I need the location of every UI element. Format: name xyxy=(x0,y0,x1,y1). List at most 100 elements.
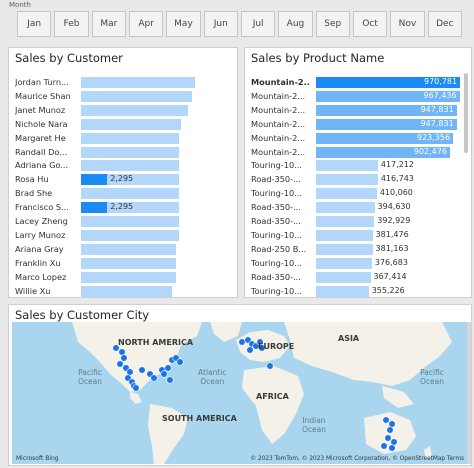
product-sales-bar[interactable] xyxy=(316,174,378,186)
product-sales-bar[interactable] xyxy=(316,216,375,227)
customer-highlight-bar[interactable] xyxy=(81,202,108,214)
customer-bar-row[interactable]: Randall Do... xyxy=(15,146,230,160)
month-button-apr[interactable]: Apr xyxy=(128,11,164,37)
month-button-jan[interactable]: Jan xyxy=(17,11,52,37)
city-sales-point[interactable] xyxy=(388,420,396,428)
product-sales-bar[interactable] xyxy=(316,188,377,200)
product-sales-bar[interactable] xyxy=(316,132,453,144)
customer-bar-row[interactable]: Rosa Hu 2,295 xyxy=(15,173,230,187)
customer-bar-row[interactable]: Willie Xu xyxy=(15,285,230,299)
product-bar-row[interactable]: Road-350-... 392,929 xyxy=(251,215,463,229)
month-button-dec[interactable]: Dec xyxy=(427,11,462,37)
customer-sales-bar[interactable] xyxy=(81,243,176,255)
product-bar-row[interactable]: Mountain-2... 947,831 xyxy=(251,118,463,132)
product-bar-row[interactable]: Mountain-2... 967,436 xyxy=(251,90,463,104)
customer-bar-row[interactable]: Marco Lopez xyxy=(15,271,230,285)
customer-sales-bar[interactable] xyxy=(81,132,180,144)
product-bar-row[interactable]: Touring-10... 376,683 xyxy=(251,257,463,271)
customer-bar-row[interactable]: Francisco S... 2,295 xyxy=(15,201,230,215)
customer-sales-bar[interactable] xyxy=(81,174,180,186)
product-bar-row[interactable]: Mountain-2... 902,476 xyxy=(251,146,463,160)
month-button-feb[interactable]: Feb xyxy=(54,11,89,37)
city-sales-point[interactable] xyxy=(150,374,158,382)
city-sales-point[interactable] xyxy=(238,338,246,346)
city-sales-point[interactable] xyxy=(164,364,172,372)
month-button-mar[interactable]: Mar xyxy=(91,11,126,37)
customer-bar-row[interactable]: Nichole Nara xyxy=(15,118,230,132)
product-sales-bar[interactable] xyxy=(316,118,457,130)
customer-bar-row[interactable]: Larry Munoz xyxy=(15,229,230,243)
city-sales-point[interactable] xyxy=(160,370,168,378)
city-sales-point[interactable] xyxy=(258,344,266,352)
product-bar-row[interactable]: Road-250 B... 381,163 xyxy=(251,243,463,257)
customer-bar-row[interactable]: Brad She xyxy=(15,187,230,201)
city-sales-point[interactable] xyxy=(390,438,398,446)
product-bar-row[interactable]: Mountain-2... 947,831 xyxy=(251,104,463,118)
product-sales-bar[interactable] xyxy=(316,104,457,116)
city-sales-point[interactable] xyxy=(118,348,126,356)
city-sales-point[interactable] xyxy=(246,346,254,354)
customer-bar-row[interactable]: Adriana Go... xyxy=(15,159,230,173)
customer-sales-bar[interactable] xyxy=(81,216,180,227)
product-sales-bar[interactable] xyxy=(316,160,378,172)
map-attribution[interactable]: © 2023 TomTom, © 2023 Microsoft Corporat… xyxy=(250,456,464,462)
month-button-jun[interactable]: Jun xyxy=(203,11,238,37)
customer-bar-row[interactable]: Lacey Zheng xyxy=(15,215,230,229)
customer-sales-bar[interactable] xyxy=(81,77,195,88)
product-bar-row[interactable]: Mountain-2... 970,781 xyxy=(251,76,463,90)
city-sales-point[interactable] xyxy=(112,344,120,352)
customer-bar-row[interactable]: Ariana Gray xyxy=(15,243,230,257)
city-sales-point[interactable] xyxy=(120,354,128,362)
product-bar-row[interactable]: Touring-10... 355,226 xyxy=(251,285,463,299)
product-bar-row[interactable]: Touring-10... 410,060 xyxy=(251,187,463,201)
product-sales-bar[interactable] xyxy=(316,146,450,158)
month-button-sep[interactable]: Sep xyxy=(315,11,350,37)
product-sales-bar[interactable] xyxy=(316,90,460,102)
city-sales-point[interactable] xyxy=(266,362,274,370)
customer-bar-row[interactable]: Jordan Turn... xyxy=(15,76,230,90)
product-bar-row[interactable]: Touring-10... 381,476 xyxy=(251,229,463,243)
customer-bar-row[interactable]: Franklin Xu xyxy=(15,257,230,271)
city-sales-point[interactable] xyxy=(132,384,140,392)
city-sales-point[interactable] xyxy=(138,366,146,374)
city-sales-point[interactable] xyxy=(382,416,390,424)
product-bar-row[interactable]: Road-350-... 367,414 xyxy=(251,271,463,285)
month-button-may[interactable]: May xyxy=(166,11,201,37)
customer-sales-bar[interactable] xyxy=(81,271,176,283)
product-bar-row[interactable]: Touring-10... 417,212 xyxy=(251,159,463,173)
customer-highlight-bar[interactable] xyxy=(81,174,108,186)
customer-sales-bar[interactable] xyxy=(81,202,180,214)
customer-sales-bar[interactable] xyxy=(81,229,180,241)
city-sales-point[interactable] xyxy=(386,426,394,434)
city-sales-point[interactable] xyxy=(126,368,134,376)
world-map[interactable]: NORTH AMERICA EUROPE ASIA AFRICA SOUTH A… xyxy=(12,322,468,464)
city-sales-point[interactable] xyxy=(166,376,174,384)
customer-sales-bar[interactable] xyxy=(81,188,180,200)
customer-sales-bar[interactable] xyxy=(81,160,180,172)
product-bar-row[interactable]: Road-350-... 416,743 xyxy=(251,173,463,187)
customer-sales-bar[interactable] xyxy=(81,285,173,297)
customer-bar-row[interactable]: Margaret He xyxy=(15,132,230,146)
city-sales-point[interactable] xyxy=(176,358,184,366)
product-sales-bar[interactable] xyxy=(316,271,371,283)
product-scrollbar[interactable] xyxy=(464,73,468,153)
month-button-oct[interactable]: Oct xyxy=(352,11,388,37)
month-button-nov[interactable]: Nov xyxy=(390,11,425,37)
city-sales-point[interactable] xyxy=(380,442,388,450)
month-button-jul[interactable]: Jul xyxy=(240,11,276,37)
city-sales-point[interactable] xyxy=(116,360,124,368)
city-sales-point[interactable] xyxy=(388,444,396,452)
product-sales-bar[interactable] xyxy=(316,257,372,269)
customer-sales-bar[interactable] xyxy=(81,118,182,130)
customer-bar-row[interactable]: Janet Munoz xyxy=(15,104,230,118)
customer-sales-bar[interactable] xyxy=(81,146,180,158)
customer-sales-bar[interactable] xyxy=(81,104,189,116)
product-sales-bar[interactable] xyxy=(316,202,375,214)
map-scrollbar[interactable] xyxy=(467,322,471,464)
product-sales-bar[interactable] xyxy=(316,243,373,255)
city-sales-point[interactable] xyxy=(384,434,392,442)
product-sales-bar[interactable] xyxy=(316,77,460,88)
product-sales-bar[interactable] xyxy=(316,285,369,297)
product-bar-row[interactable]: Mountain-2... 923,356 xyxy=(251,132,463,146)
customer-sales-bar[interactable] xyxy=(81,257,176,269)
